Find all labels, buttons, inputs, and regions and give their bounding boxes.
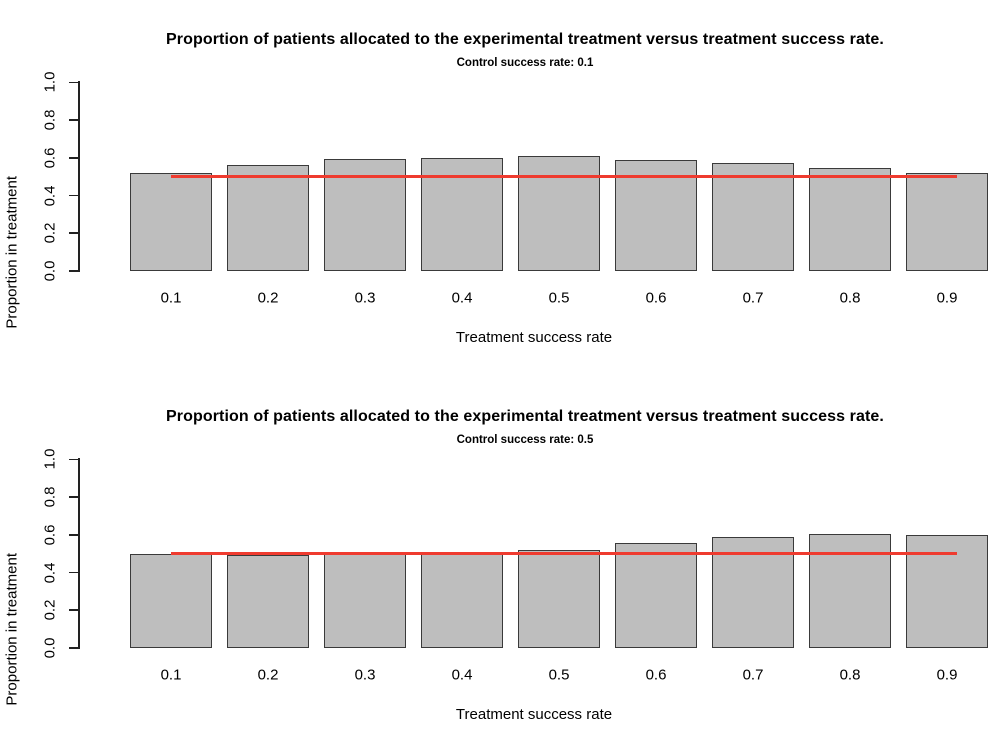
x-tick-label: 0.5 [548,289,570,307]
chart-title: Proportion of patients allocated to the … [166,408,884,425]
x-tick-label: 0.5 [548,666,570,684]
bar [324,553,406,648]
y-tick-mark [69,119,79,121]
bar [421,551,503,648]
x-axis-title: Treatment success rate [455,706,613,723]
x-tick-label: 0.1 [160,289,182,307]
y-tick-label: 0.4 [41,185,59,206]
x-tick-label: 0.8 [839,289,861,307]
y-tick-label: 0.8 [41,486,59,508]
bar [615,543,697,648]
bar [130,172,212,271]
y-tick-label: 0.8 [41,109,59,131]
chart-subtitle: Control success rate: 0.5 [456,434,594,446]
x-tick-label: 0.8 [839,666,861,684]
y-axis-title-text: Proportion in treatment [3,175,20,329]
x-tick-label: 0.6 [645,666,667,684]
bar [712,536,794,648]
reference-line [171,552,957,555]
x-tick-label: 0.7 [742,289,764,307]
y-tick-mark [69,533,79,536]
bar [615,159,697,271]
y-tick-mark [69,647,79,649]
y-tick-mark [69,270,79,272]
bar [809,168,891,271]
y-axis-line [78,458,80,649]
x-tick-label: 0.1 [160,666,182,684]
y-tick-label: 1.0 [41,448,59,470]
x-tick-label: 0.9 [936,289,958,307]
y-tick-label: 0.2 [41,222,59,244]
bar [712,163,794,271]
x-tick-label: 0.3 [354,666,376,684]
x-tick-label: 0.7 [742,666,764,684]
x-tick-label: 0.2 [257,666,279,684]
x-tick-label: 0.3 [354,289,376,307]
chart-panel-top: Proportion of patients allocated to the … [3,31,988,346]
y-tick-mark [69,571,79,574]
y-axis-line [78,81,80,272]
y-tick-mark [69,458,79,461]
y-tick-mark [69,194,79,197]
y-tick-label: 0.2 [41,599,59,621]
y-tick-mark [69,496,79,498]
bar [227,165,309,271]
x-tick-label: 0.6 [645,289,667,307]
x-tick-label: 0.4 [451,666,473,684]
x-axis-title: Treatment success rate [455,329,613,346]
y-tick-label: 0.0 [41,637,59,659]
y-tick-label: 0.6 [41,147,59,169]
y-tick-mark [69,232,79,235]
x-tick-label: 0.4 [451,289,473,307]
y-tick-mark [69,609,79,612]
y-tick-mark [69,81,79,84]
y-tick-label: 1.0 [41,71,59,93]
reference-line [171,175,957,178]
bar [227,554,309,648]
bar [906,172,988,271]
bar [809,533,891,648]
chart-panel-bottom: Proportion of patients allocated to the … [0,377,997,752]
x-tick-label: 0.2 [257,289,279,307]
bar [518,549,600,648]
y-axis-title-text: Proportion in treatment [3,552,20,706]
y-tick-label: 0.4 [41,562,59,583]
chart-title: Proportion of patients allocated to the … [166,31,884,48]
y-tick-label: 0.6 [41,524,59,546]
chart-subtitle: Control success rate: 0.1 [456,57,594,69]
x-tick-label: 0.9 [936,666,958,684]
bar [518,155,600,271]
y-tick-label: 0.0 [41,260,59,282]
y-tick-mark [69,156,79,159]
bar [130,553,212,648]
